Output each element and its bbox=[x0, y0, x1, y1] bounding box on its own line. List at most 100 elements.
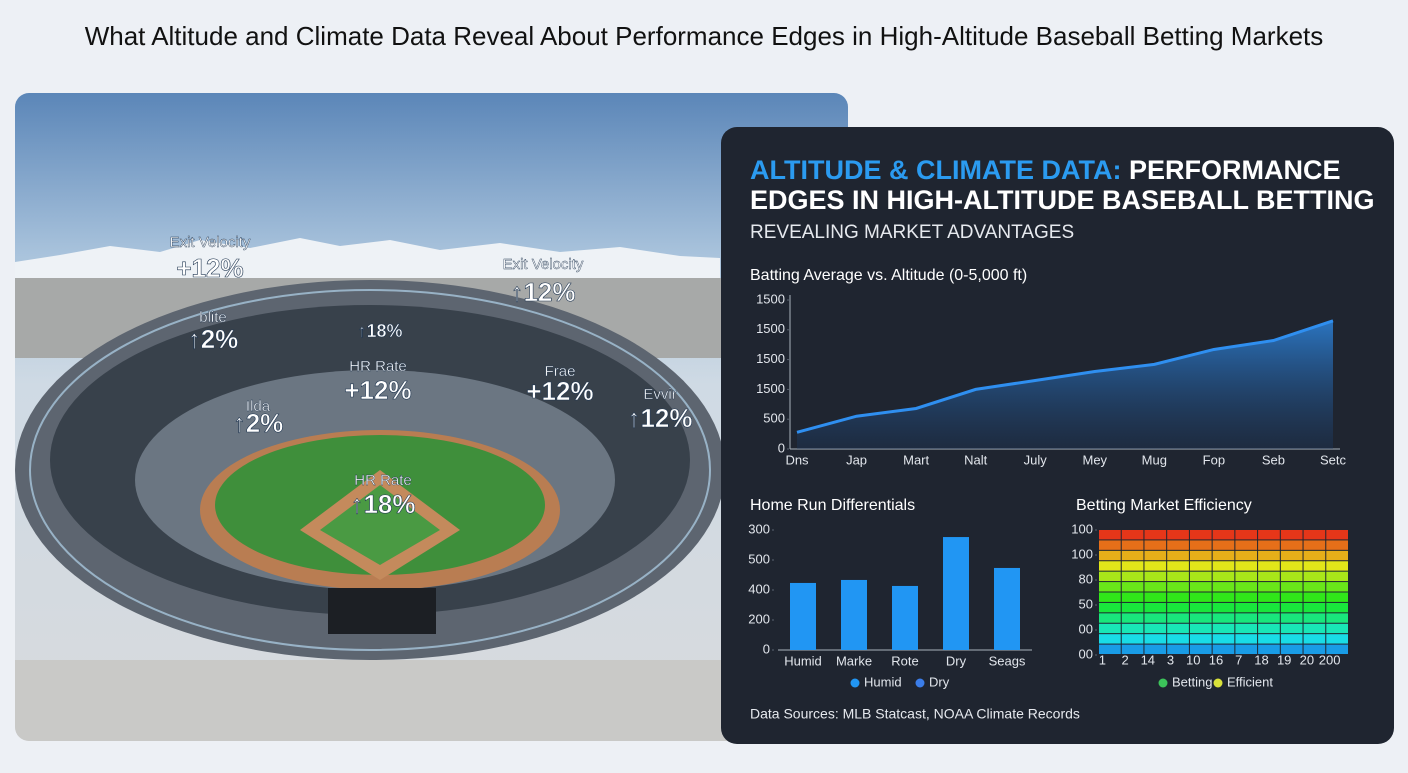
heatmap-cell bbox=[1121, 540, 1144, 550]
heatmap-cell bbox=[1235, 613, 1258, 623]
image-value: +12% bbox=[344, 375, 411, 405]
heatmap-cell bbox=[1326, 571, 1348, 582]
heatmap-cell bbox=[1189, 623, 1212, 634]
y-tick-label: 0 bbox=[778, 440, 785, 455]
heatmap-cell bbox=[1212, 540, 1235, 550]
x-tick-label: Humid bbox=[784, 653, 822, 668]
heatmap-cell bbox=[1235, 644, 1258, 654]
heatmap-cell bbox=[1280, 530, 1303, 540]
y-tick-label: 00 bbox=[1079, 646, 1093, 661]
heatmap-cell bbox=[1258, 644, 1280, 654]
heatmap-cell bbox=[1212, 644, 1235, 654]
x-tick-label: 20 bbox=[1300, 652, 1314, 667]
heatmap-cell bbox=[1099, 530, 1121, 540]
heatmap-cell bbox=[1189, 592, 1212, 602]
heatmap-cell bbox=[1189, 582, 1212, 592]
image-label: Evvir bbox=[643, 386, 676, 403]
image-value: ↑18% bbox=[357, 321, 402, 341]
heatmap-cell bbox=[1258, 540, 1280, 550]
heatmap-cell bbox=[1235, 550, 1258, 561]
legend-swatch bbox=[915, 678, 925, 688]
x-tick-label: Dns bbox=[785, 452, 809, 467]
heatmap-cell bbox=[1189, 530, 1212, 540]
image-value: ↑18% bbox=[350, 489, 415, 519]
heatmap-cell bbox=[1189, 540, 1212, 550]
heatmap-cell bbox=[1144, 592, 1167, 602]
heatmap-cell bbox=[1326, 592, 1348, 602]
heatmap-cell bbox=[1189, 634, 1212, 644]
image-label: Exit Velocity bbox=[170, 234, 251, 251]
heatmap-cell bbox=[1099, 634, 1121, 644]
heatmap-cell bbox=[1258, 613, 1280, 623]
image-value: ↑12% bbox=[510, 277, 575, 307]
chart-title: Batting Average vs. Altitude (0-5,000 ft… bbox=[750, 267, 1027, 284]
y-tick-label: 400 bbox=[748, 581, 770, 596]
heatmap-cell bbox=[1144, 530, 1167, 540]
legend-swatch bbox=[850, 678, 860, 688]
heatmap-cell bbox=[1258, 623, 1280, 634]
heatmap-cell bbox=[1121, 613, 1144, 623]
heatmap-cell bbox=[1235, 540, 1258, 550]
heatmap-cell bbox=[1121, 561, 1144, 571]
image-value: +12% bbox=[526, 376, 593, 406]
panel-title-line2: EDGES IN HIGH-ALTITUDE BASEBALL BETTING bbox=[750, 185, 1375, 215]
line bbox=[796, 319, 1334, 434]
x-tick-label: Seags bbox=[989, 653, 1026, 668]
y-tick-label: 500 bbox=[748, 551, 770, 566]
heatmap-cell bbox=[1189, 550, 1212, 561]
heatmap-cell bbox=[1212, 623, 1235, 634]
heatmap-cell bbox=[1099, 550, 1121, 561]
chart-title: Home Run Differentials bbox=[750, 497, 915, 514]
x-tick-label: 19 bbox=[1277, 652, 1291, 667]
heatmap-cell bbox=[1099, 602, 1121, 613]
heatmap-cell bbox=[1303, 530, 1326, 540]
heatmap-cell bbox=[1167, 561, 1189, 571]
data-sources: Data Sources: MLB Statcast, NOAA Climate… bbox=[750, 706, 1080, 722]
x-tick-label: Jap bbox=[846, 452, 867, 467]
heatmap-cell bbox=[1212, 602, 1235, 613]
heatmap-cell bbox=[1235, 561, 1258, 571]
heatmap-cell bbox=[1303, 613, 1326, 623]
heatmap-cell bbox=[1258, 571, 1280, 582]
heatmap-cell bbox=[1121, 623, 1144, 634]
heatmap-cell bbox=[1121, 602, 1144, 613]
y-tick-label: 50 bbox=[1079, 596, 1093, 611]
heatmap-cell bbox=[1099, 540, 1121, 550]
x-tick-label: Setc bbox=[1320, 452, 1347, 467]
heatmap-cell bbox=[1303, 550, 1326, 561]
heatmap-cell bbox=[1212, 582, 1235, 592]
heatmap-cell bbox=[1303, 592, 1326, 602]
heatmap-cell bbox=[1258, 550, 1280, 561]
y-tick-label: 200 bbox=[748, 611, 770, 626]
y-tick-label: 300 bbox=[748, 521, 770, 536]
chart-title: Betting Market Efficiency bbox=[1076, 497, 1252, 514]
heatmap-cell bbox=[1167, 623, 1189, 634]
heatmap-cell bbox=[1212, 571, 1235, 582]
image-label: Frae bbox=[545, 363, 576, 380]
image-label: blite bbox=[199, 309, 227, 326]
heatmap-cell bbox=[1326, 550, 1348, 561]
heatmap-cell bbox=[1235, 623, 1258, 634]
heatmap-cell bbox=[1167, 582, 1189, 592]
heatmap-cell bbox=[1280, 623, 1303, 634]
image-label: HR Rate bbox=[354, 472, 412, 489]
bar bbox=[790, 582, 816, 650]
heatmap-cell bbox=[1303, 561, 1326, 571]
heatmap-cell bbox=[1099, 623, 1121, 634]
heatmap-cell bbox=[1144, 644, 1167, 654]
heatmap-cell bbox=[1258, 582, 1280, 592]
x-tick-label: 2 bbox=[1121, 652, 1128, 667]
heatmap-cell bbox=[1167, 613, 1189, 623]
heatmap-cell bbox=[1144, 582, 1167, 592]
legend-label: Efficient bbox=[1227, 674, 1273, 689]
x-tick-label: 3 bbox=[1167, 652, 1174, 667]
y-tick-label: 80 bbox=[1079, 571, 1093, 586]
x-tick-label: July bbox=[1024, 452, 1048, 467]
heatmap-cell bbox=[1326, 644, 1348, 654]
x-tick-label: 200 bbox=[1319, 652, 1341, 667]
legend-label: Dry bbox=[929, 674, 950, 689]
heatmap-cell bbox=[1212, 530, 1235, 540]
heatmap-cell bbox=[1280, 602, 1303, 613]
image-label: Ilda bbox=[246, 398, 271, 415]
